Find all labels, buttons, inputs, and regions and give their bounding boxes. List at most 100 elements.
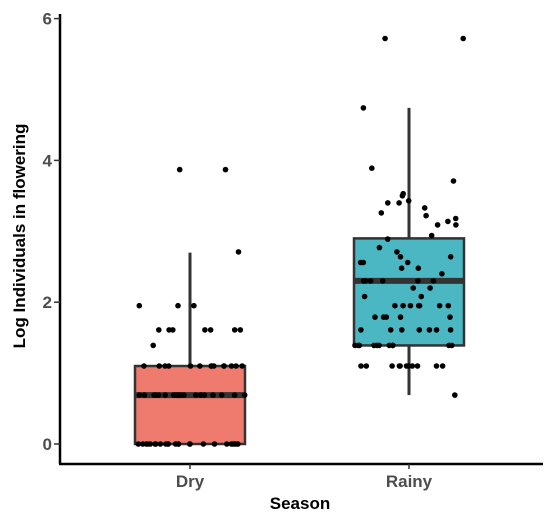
data-point [197, 363, 203, 369]
data-point [409, 363, 416, 369]
data-point [385, 200, 391, 206]
data-point [231, 392, 238, 398]
data-point [241, 392, 248, 398]
data-point [362, 278, 369, 284]
box-iqr [133, 364, 247, 446]
x-axis-title: Season [270, 494, 330, 513]
y-tick-label: 4 [43, 151, 53, 170]
data-point [410, 285, 417, 291]
data-point [239, 363, 245, 369]
data-point [202, 327, 208, 333]
data-point [222, 166, 229, 173]
data-point [376, 244, 383, 251]
data-point [136, 302, 143, 309]
data-point [433, 327, 440, 333]
data-point [445, 302, 452, 309]
data-point [418, 293, 425, 300]
data-point [352, 342, 358, 349]
data-point [141, 392, 148, 398]
data-point [363, 363, 370, 369]
data-point [421, 205, 428, 211]
box-group-rainy [352, 35, 467, 398]
data-point [452, 215, 459, 222]
data-point [405, 363, 412, 369]
data-point [382, 35, 388, 42]
data-point [389, 363, 395, 369]
data-point [427, 285, 433, 291]
data-point [162, 392, 168, 398]
data-point [156, 363, 162, 369]
data-point [157, 441, 164, 447]
data-point [175, 441, 182, 447]
data-point [374, 342, 380, 349]
data-point [453, 222, 459, 228]
data-point [384, 236, 391, 242]
data-point [143, 441, 150, 447]
data-point [358, 327, 364, 333]
data-point [211, 441, 218, 447]
data-point [400, 190, 407, 197]
data-point [447, 314, 453, 320]
data-point [175, 302, 181, 309]
data-point [235, 441, 241, 447]
data-point [447, 253, 454, 260]
data-point [360, 105, 367, 111]
data-point [430, 278, 437, 284]
data-point [415, 278, 421, 284]
data-point [397, 253, 404, 260]
data-point [396, 363, 403, 369]
data-point [218, 392, 225, 398]
data-point [398, 265, 405, 272]
data-point [423, 212, 429, 219]
data-point [191, 302, 197, 309]
data-point [175, 392, 181, 398]
box-group-dry [133, 166, 248, 447]
data-point [367, 278, 374, 284]
data-point [383, 314, 390, 320]
tick-marks: 0 2 4 6 Dry Rainy [43, 10, 433, 491]
data-point [207, 327, 214, 333]
data-point [221, 363, 227, 369]
data-point [150, 342, 156, 349]
data-point [153, 441, 159, 447]
data-point [416, 302, 423, 309]
data-point [428, 232, 435, 239]
data-point [396, 200, 402, 206]
y-tick-label: 0 [43, 435, 52, 454]
data-point [414, 363, 421, 369]
data-point [394, 249, 400, 255]
y-tick-label: 2 [43, 293, 52, 312]
data-point [165, 441, 171, 447]
data-point [379, 278, 386, 284]
data-point [156, 327, 162, 333]
x-tick-label: Dry [176, 472, 205, 491]
data-point [449, 342, 455, 349]
data-point [235, 249, 242, 255]
data-point [404, 259, 411, 266]
data-point [460, 35, 467, 42]
y-axis-title: Log Individuals in flowering [10, 124, 29, 349]
data-point [181, 392, 187, 398]
data-point [397, 314, 404, 320]
data-point [415, 265, 422, 272]
data-point [208, 363, 215, 369]
data-point [193, 392, 199, 398]
data-point [399, 327, 405, 333]
data-point [426, 327, 433, 333]
data-point [405, 198, 412, 204]
data-point [439, 271, 445, 277]
plot-area [133, 35, 467, 447]
data-point [136, 392, 143, 398]
data-point [357, 259, 364, 266]
data-point [361, 293, 368, 300]
data-point [369, 165, 375, 171]
data-point [400, 302, 406, 309]
data-point [141, 363, 147, 369]
data-point [407, 302, 414, 309]
data-point [233, 363, 239, 369]
data-point [436, 302, 443, 309]
data-point [386, 342, 393, 349]
data-point [231, 327, 238, 333]
data-point [439, 363, 446, 369]
